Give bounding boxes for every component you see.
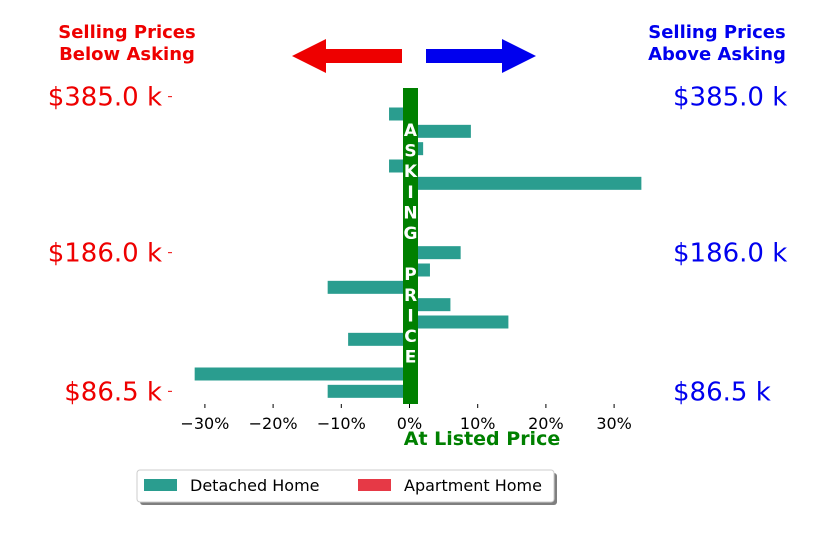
asking-price-letter: A (404, 121, 418, 141)
asking-price-letter: S (404, 142, 416, 162)
below-asking-label-line1: Selling Prices (58, 22, 195, 43)
bar (409, 124, 471, 138)
y-tick-label-left: $385.0 k (48, 83, 162, 113)
y-tick-label-left: $86.5 k (64, 377, 162, 407)
asking-price-strip (403, 88, 418, 404)
y-tick-label-right: $86.5 k (673, 377, 771, 407)
bar (409, 298, 451, 312)
y-tick-label-left: $186.0 k (48, 239, 162, 269)
bar (194, 367, 410, 381)
legend: Detached Home Apartment Home (136, 469, 557, 505)
x-tick-label: 30% (596, 414, 632, 433)
asking-price-letter: C (404, 327, 416, 347)
x-tick-label: −30% (180, 414, 229, 433)
asking-price-letter: N (403, 203, 417, 223)
x-tick-label: −20% (249, 414, 298, 433)
bar (409, 315, 509, 329)
asking-price-letter: K (404, 162, 418, 182)
legend-swatch-apartment-home (358, 479, 391, 491)
asking-price-letter: I (407, 183, 413, 203)
bar (409, 176, 642, 190)
y-tick-label-right: $385.0 k (673, 83, 787, 113)
legend-swatch-detached-home (144, 479, 177, 491)
bar (409, 246, 461, 260)
asking-price-letter: G (404, 224, 418, 244)
bar (327, 280, 410, 294)
x-tick-label: 20% (528, 414, 564, 433)
asking-price-letter: P (404, 265, 416, 285)
x-tick-label: 0% (397, 414, 422, 433)
y-tick-label-right: $186.0 k (673, 239, 787, 269)
bar (348, 332, 410, 346)
x-tick-label: 10% (460, 414, 496, 433)
above-asking-label-line2: Above Asking (648, 44, 786, 65)
below-asking-label-line2: Below Asking (59, 44, 195, 65)
x-axis-label: At Listed Price (404, 428, 560, 450)
legend-label-detached-home: Detached Home (190, 476, 320, 495)
above-asking-label-line1: Selling Prices (648, 22, 785, 43)
right-arrow-icon (426, 39, 536, 73)
x-axis: −30% −20% −10% 0% 10% 20% 30% (180, 404, 632, 433)
y-axis-right: $385.0 k $186.0 k $86.5 k (673, 83, 787, 408)
asking-price-letter: I (407, 306, 413, 326)
bar (327, 384, 410, 398)
bar-series-detached-home (194, 107, 642, 398)
asking-price-letter: E (405, 348, 417, 368)
left-arrow-icon (292, 39, 402, 73)
asking-price-letter: R (404, 286, 417, 306)
legend-label-apartment-home: Apartment Home (404, 476, 542, 495)
x-tick-label: −10% (317, 414, 366, 433)
y-axis-left: $385.0 k $186.0 k $86.5 k (48, 83, 172, 407)
